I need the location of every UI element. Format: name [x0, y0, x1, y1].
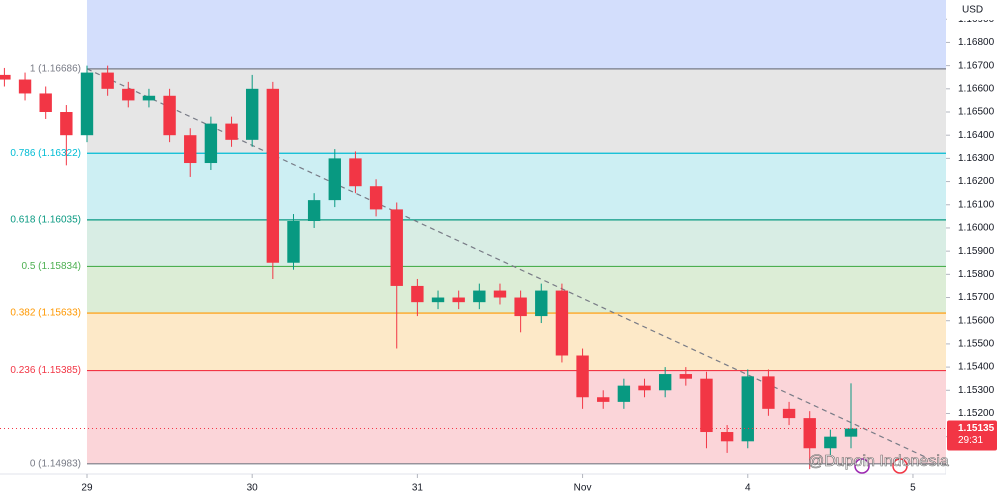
- x-tick-label: 29: [81, 483, 93, 494]
- fib-level-label: 0.786 (1.16322): [10, 148, 81, 159]
- candle-body: [80, 72, 94, 136]
- y-tick-label: 1.15300: [958, 385, 995, 396]
- y-tick-label: 1.16500: [958, 107, 995, 118]
- candle-body: [225, 123, 238, 140]
- plot-area: 1 (1.16686) 0.786 (1.16322) 0.618 (1.16035…: [0, 0, 947, 469]
- candle-body: [720, 432, 734, 442]
- fib-level-label: 1 (1.16686): [30, 64, 81, 75]
- axis-unit: USD: [962, 5, 983, 16]
- candle-body: [658, 374, 672, 391]
- last-price-tag: [947, 420, 997, 451]
- y-tick-label: 1.16000: [958, 223, 995, 234]
- fib-band: [86, 370, 947, 464]
- x-tick-label: Nov: [574, 483, 592, 494]
- fib-level-label: 0 (1.14983): [30, 458, 81, 469]
- candle-body: [60, 112, 73, 136]
- candle-body: [204, 123, 218, 164]
- candle-body: [555, 290, 569, 356]
- y-tick-label: 1.15900: [958, 246, 995, 257]
- x-tick-label: 5: [910, 483, 916, 494]
- y-tick-label: 1.15800: [958, 269, 995, 280]
- y-tick-label: 1.16200: [958, 176, 995, 187]
- candle-body: [452, 297, 465, 303]
- x-tick-label: 30: [247, 483, 259, 494]
- last-price-label: 1.15135: [958, 423, 995, 434]
- candle-body: [803, 418, 816, 449]
- y-tick-label: 1.16300: [958, 153, 995, 164]
- event-icon: [892, 458, 908, 474]
- candle-body: [493, 290, 507, 298]
- y-tick-label: 1.16600: [958, 83, 995, 94]
- fib-level-label: 0.236 (1.15385): [10, 365, 81, 376]
- candle-body: [328, 158, 341, 201]
- candle-body: [266, 88, 280, 263]
- candle-body: [514, 297, 527, 317]
- candle-body: [390, 209, 403, 286]
- event-icon: [854, 458, 870, 474]
- watermark: @Dupoin Indonesia: [808, 453, 949, 470]
- y-tick-label: 1.15600: [958, 315, 995, 326]
- candle-body: [535, 290, 548, 317]
- candle-body: [617, 385, 631, 402]
- candle-body: [782, 408, 796, 419]
- candle-body: [762, 376, 775, 409]
- candle-body: [349, 158, 362, 187]
- candle-body: [184, 135, 197, 164]
- candle-body: [18, 79, 32, 94]
- candle-body: [473, 290, 486, 303]
- x-tick-label: 31: [412, 483, 424, 494]
- fib-level-label: 0.382 (1.15633): [10, 308, 81, 319]
- countdown-label: 29:31: [958, 435, 983, 446]
- candle-body: [287, 220, 300, 263]
- candle-body: [638, 385, 651, 391]
- candle-body: [576, 355, 589, 398]
- candle-body: [0, 74, 11, 80]
- candle-body: [369, 186, 383, 210]
- candle-body: [679, 374, 693, 379]
- fib-level-label: 0.618 (1.16035): [10, 214, 81, 225]
- candle-body: [142, 95, 156, 101]
- candle-body: [824, 436, 837, 449]
- candle-body: [163, 95, 176, 136]
- y-tick-label: 1.15700: [958, 292, 995, 303]
- y-tick-label: 1.16100: [958, 199, 995, 210]
- candle-body: [597, 397, 610, 402]
- fib-band: [86, 153, 947, 220]
- candle-body: [844, 428, 858, 437]
- y-tick-label: 1.16400: [958, 130, 995, 141]
- fib-band: [86, 313, 947, 371]
- candle-body: [101, 72, 114, 89]
- price-axis-panel: [946, 0, 998, 494]
- axis-unit-bg: [947, 0, 998, 20]
- candle-body: [245, 88, 259, 140]
- y-tick-label: 1.16700: [958, 60, 995, 71]
- fib-level-label: 0.5 (1.15834): [21, 261, 81, 272]
- y-tick-label: 1.16800: [958, 37, 995, 48]
- y-tick-label: 1.15500: [958, 339, 995, 350]
- x-tick-label: 4: [745, 483, 751, 494]
- candle-body: [122, 88, 135, 101]
- y-tick-label: 1.15200: [958, 408, 995, 419]
- fib-band: [86, 219, 947, 267]
- candle-body: [700, 378, 713, 433]
- candle-body: [431, 297, 445, 303]
- candle-body: [741, 376, 754, 442]
- candle-body: [411, 285, 424, 303]
- candle-body: [307, 200, 321, 221]
- y-tick-label: 1.15400: [958, 362, 995, 373]
- fib-band: [86, 0, 947, 69]
- candle-body: [39, 93, 52, 113]
